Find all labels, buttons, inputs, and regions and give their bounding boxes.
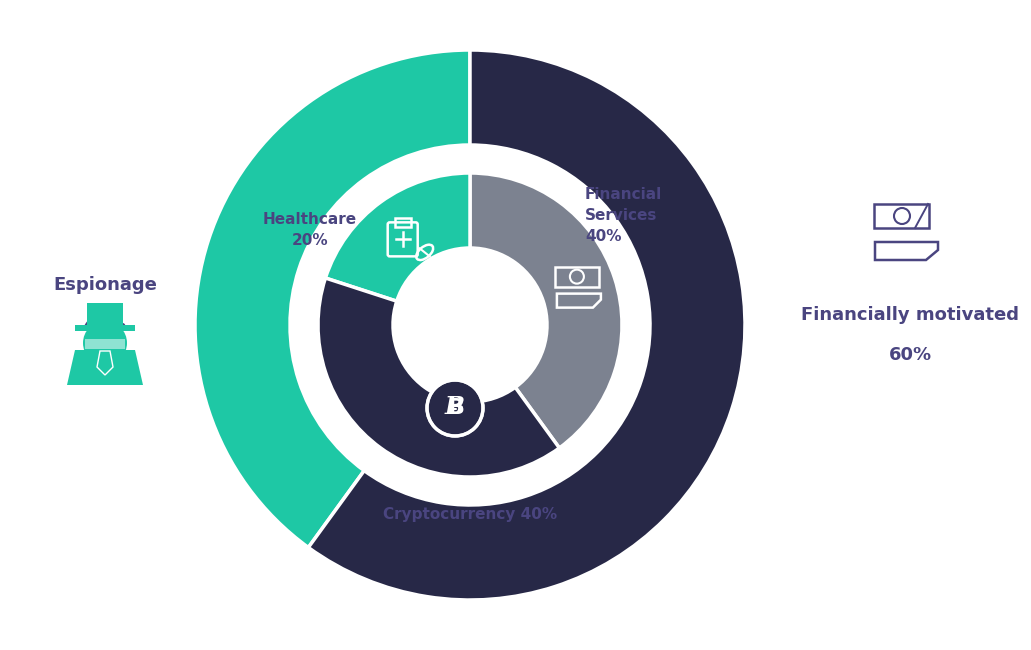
Text: Ƀ: Ƀ [447,398,465,418]
Wedge shape [470,173,622,448]
Text: B: B [445,395,465,419]
Text: Cryptocurrency 40%: Cryptocurrency 40% [383,508,557,523]
Text: Espionage: Espionage [53,276,157,294]
FancyBboxPatch shape [87,303,123,325]
FancyBboxPatch shape [85,339,125,349]
Wedge shape [308,50,745,600]
Wedge shape [195,50,470,547]
Circle shape [393,248,547,402]
Text: 60%: 60% [889,346,932,364]
Circle shape [84,321,127,365]
FancyBboxPatch shape [75,325,135,331]
Wedge shape [326,173,470,301]
Polygon shape [97,351,113,375]
Wedge shape [318,278,560,477]
Text: Financially motivated: Financially motivated [801,306,1019,324]
Polygon shape [67,350,143,385]
Text: 40%: 40% [84,316,127,334]
Circle shape [427,380,483,436]
Text: Financial
Services
40%: Financial Services 40% [585,187,662,244]
Text: Healthcare
20%: Healthcare 20% [263,212,357,248]
